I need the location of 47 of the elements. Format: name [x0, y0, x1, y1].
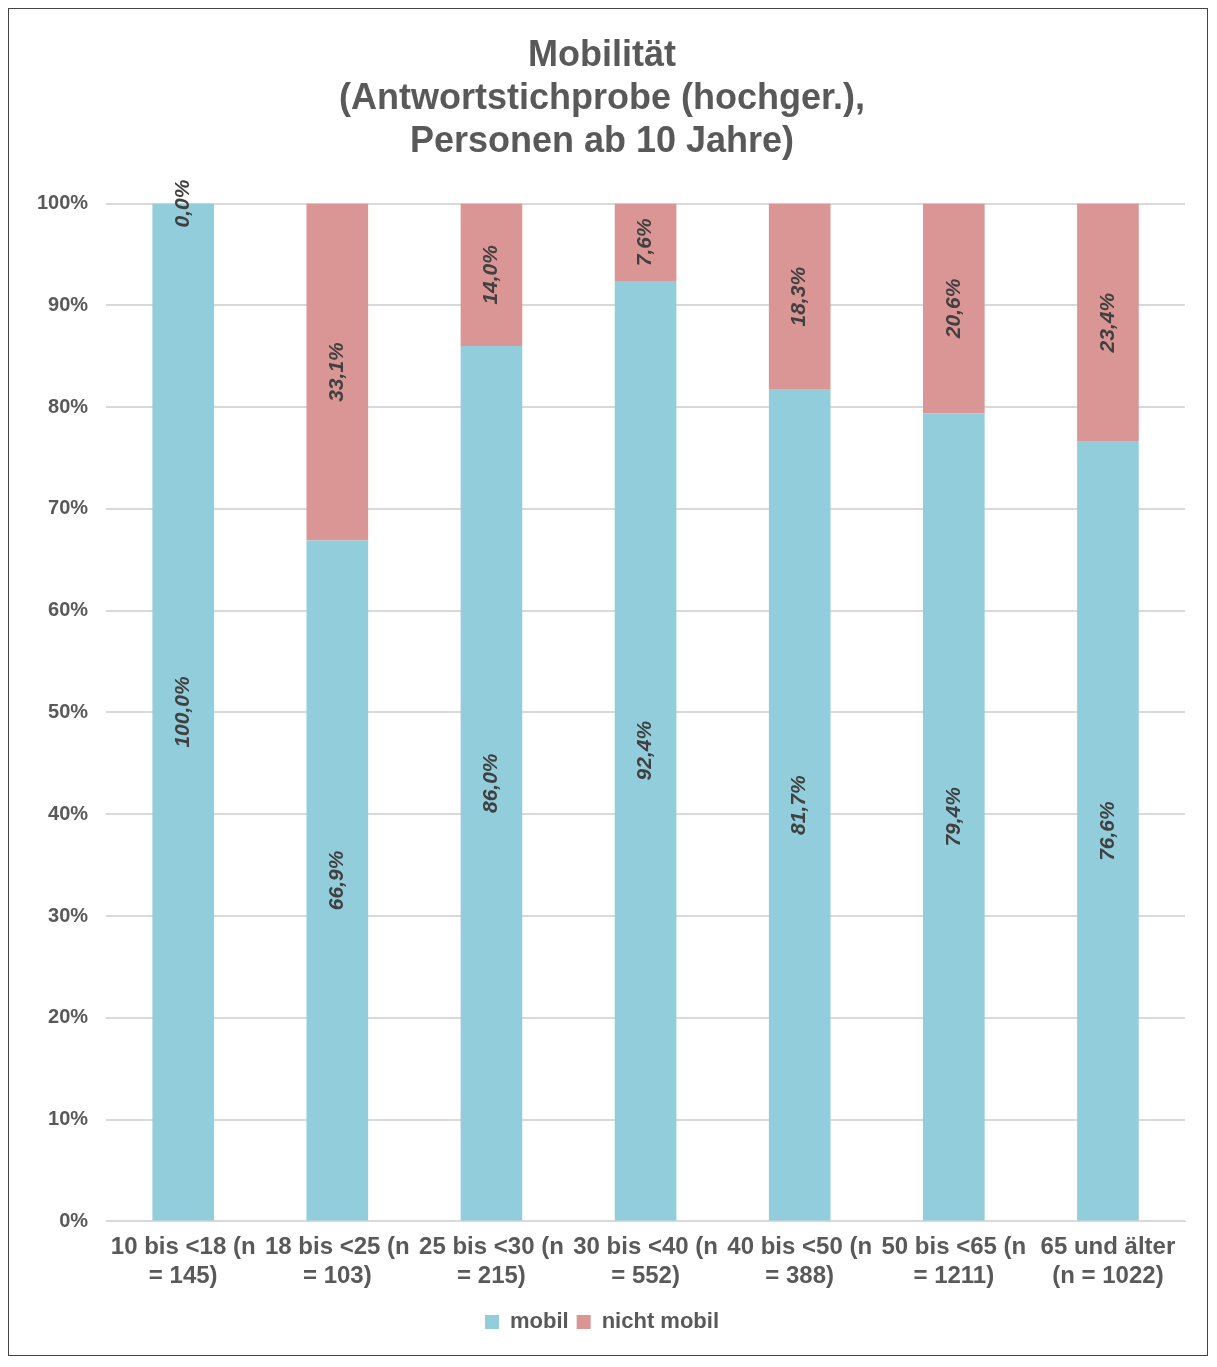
- y-tick-label: 90%: [48, 292, 89, 315]
- bar: [768, 203, 831, 390]
- x-tick-label: 10 bis <18 (n = 145): [110, 1232, 256, 1289]
- bar: [460, 203, 523, 347]
- legend-label: nicht mobil: [601, 1308, 719, 1334]
- x-tick-label: 65 und älter (n = 1022): [1040, 1232, 1176, 1289]
- y-tick-label: 20%: [48, 1005, 89, 1028]
- data-label: 23,4%: [1094, 292, 1118, 354]
- data-label: 76,6%: [1094, 800, 1118, 861]
- legend-label: mobil: [510, 1308, 569, 1334]
- x-tick-label: 25 bis <30 (n = 215): [419, 1232, 564, 1289]
- chart-title: Mobilität (Antwortstichprobe (hochger.), Personen ab 10 Jahre): [339, 32, 865, 160]
- bar: [614, 280, 677, 1221]
- y-tick-label: 40%: [48, 801, 89, 824]
- data-label: 14,0%: [478, 244, 502, 305]
- data-label: 100,0%: [170, 676, 194, 748]
- bar: [922, 203, 985, 414]
- data-label: 79,4%: [940, 786, 964, 847]
- x-tick-label: 50 bis <65 (n = 1211): [881, 1232, 1027, 1289]
- data-label: 18,3%: [786, 266, 810, 327]
- x-tick-label: 30 bis <40 (n = 552): [573, 1232, 718, 1289]
- y-tick-label: 60%: [48, 598, 89, 621]
- data-label: 86,0%: [478, 753, 502, 814]
- y-tick-label: 80%: [48, 394, 89, 417]
- y-tick-label: 70%: [48, 496, 89, 519]
- x-tick-label: 18 bis <25 (n = 103): [264, 1232, 410, 1289]
- data-label: 7,6%: [632, 218, 656, 267]
- bar: [460, 346, 523, 1221]
- bar: [1077, 441, 1139, 1221]
- y-tick-label: 0%: [59, 1208, 89, 1231]
- data-label: 33,1%: [324, 341, 348, 402]
- data-label: 66,9%: [324, 850, 348, 911]
- y-tick-label: 100%: [37, 191, 89, 214]
- data-label: 20,6%: [940, 278, 964, 340]
- data-label: 0,0%: [170, 179, 194, 228]
- bar: [768, 389, 831, 1221]
- y-tick-label: 30%: [48, 903, 89, 926]
- bar: [306, 540, 369, 1221]
- y-tick-label: 10%: [48, 1107, 89, 1130]
- data-label: 92,4%: [632, 720, 656, 781]
- y-tick-label: 50%: [48, 700, 89, 723]
- bar: [922, 413, 985, 1221]
- data-label: 81,7%: [786, 775, 810, 835]
- bar: [306, 203, 369, 541]
- bar: [1077, 203, 1139, 442]
- bar: [614, 203, 677, 281]
- x-tick-label: 40 bis <50 (n = 388): [727, 1232, 873, 1289]
